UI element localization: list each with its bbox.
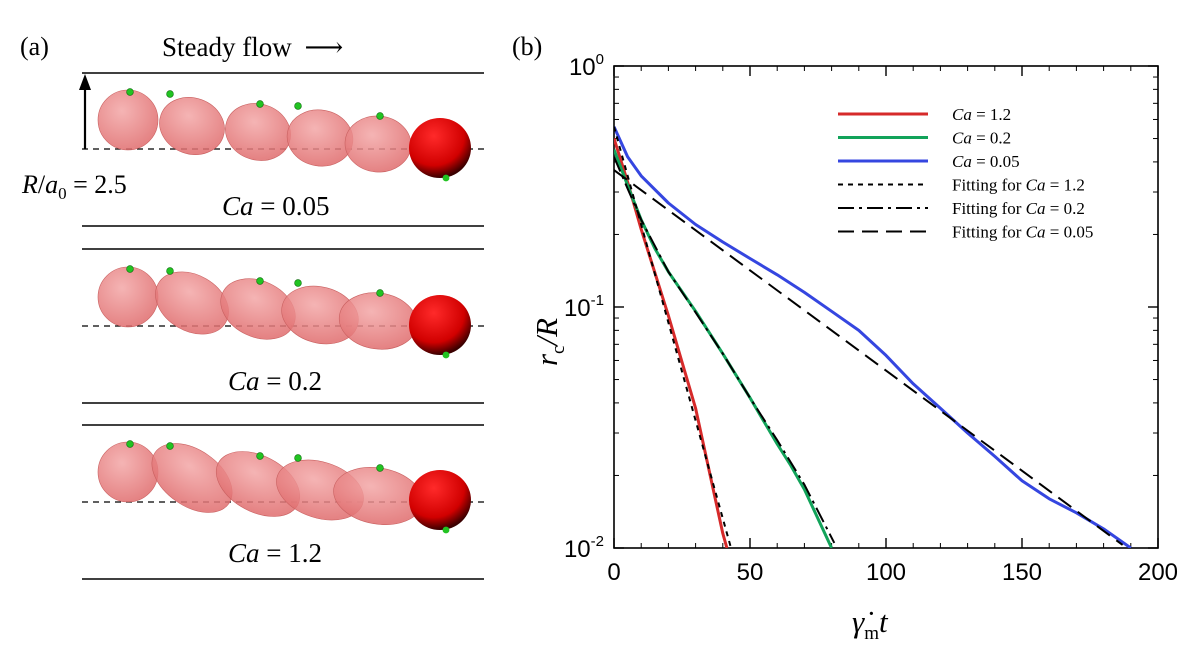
- tracer-point: [442, 526, 450, 534]
- legend-label: Fitting for Ca = 0.2: [952, 199, 1085, 218]
- droplet-sequences: [97, 88, 471, 534]
- tracer-point: [376, 464, 384, 472]
- droplet-faded: [338, 292, 418, 350]
- tracer-point: [376, 112, 384, 120]
- case-label: Ca = 0.05: [222, 191, 330, 221]
- radius-label: R/a0 = 2.5: [21, 170, 127, 203]
- y-tick-labels: 10-2 10-1 100: [564, 51, 604, 563]
- tracer-point: [166, 90, 174, 98]
- y-axis-label: rc/R: [529, 318, 569, 366]
- legend-label: Ca = 0.05: [952, 152, 1020, 171]
- series-line: [614, 169, 1124, 546]
- y-tick-label: 10-1: [564, 292, 604, 322]
- panel-a-label: (a): [20, 32, 49, 61]
- legend: Ca = 1.2 Ca = 0.2 Ca = 0.05 Fitting for Ca …: [838, 105, 1093, 242]
- series-line: [614, 156, 836, 544]
- panel-b-label: (b): [512, 32, 542, 61]
- legend-label: Ca = 1.2: [952, 105, 1011, 124]
- radius-arrowhead: [79, 74, 91, 90]
- droplet-faded: [151, 443, 233, 513]
- x-tick-label: 100: [866, 559, 906, 586]
- droplet-faded: [159, 97, 225, 155]
- droplet-faded: [97, 89, 159, 151]
- tracer-point: [126, 440, 134, 448]
- y-tick-label: 10-2: [564, 533, 604, 563]
- series-line: [614, 126, 1132, 548]
- droplet-solid: [409, 118, 471, 178]
- droplet-solid: [409, 470, 471, 530]
- tracer-point: [294, 102, 302, 110]
- tracer-point: [126, 88, 134, 96]
- legend-label: Fitting for Ca = 0.05: [952, 223, 1093, 242]
- case-label: Ca = 0.2: [228, 366, 322, 396]
- tracer-point: [256, 452, 264, 460]
- series-line: [614, 138, 729, 548]
- x-tick-label: 150: [1002, 559, 1042, 586]
- legend-label: Fitting for Ca = 1.2: [952, 176, 1085, 195]
- flow-title: Steady flow ⟶: [162, 32, 343, 62]
- case-label: Ca = 1.2: [228, 538, 322, 568]
- x-tick-label: 0: [607, 559, 620, 586]
- x-tick-label: 200: [1138, 559, 1178, 586]
- x-tick-labels: 0 50 100 150 200: [607, 559, 1178, 586]
- series-line: [614, 149, 833, 548]
- tracer-point: [256, 100, 264, 108]
- tracer-point: [442, 174, 450, 182]
- tracer-point: [126, 265, 134, 273]
- droplet-faded: [97, 266, 159, 328]
- tracer-point: [256, 277, 264, 285]
- droplet-faded: [155, 271, 229, 335]
- series-group: [614, 126, 1132, 548]
- tracer-point: [376, 289, 384, 297]
- tracer-point: [294, 454, 302, 462]
- panel-a: (a) Steady flow ⟶ R/a0 = 2.5 Ca = 0.05 C: [20, 32, 484, 580]
- tracer-point: [294, 279, 302, 287]
- droplet-faded: [97, 441, 159, 503]
- droplet-faded: [344, 115, 412, 173]
- tracer-point: [166, 267, 174, 275]
- y-tick-label: 100: [569, 51, 604, 81]
- tracer-point: [442, 351, 450, 359]
- x-axis-label: γ̇mt: [852, 604, 889, 644]
- legend-label: Ca = 0.2: [952, 129, 1011, 148]
- droplet-solid: [409, 295, 471, 355]
- x-tick-label: 50: [737, 559, 764, 586]
- tracer-point: [166, 442, 174, 450]
- series-line: [614, 126, 732, 548]
